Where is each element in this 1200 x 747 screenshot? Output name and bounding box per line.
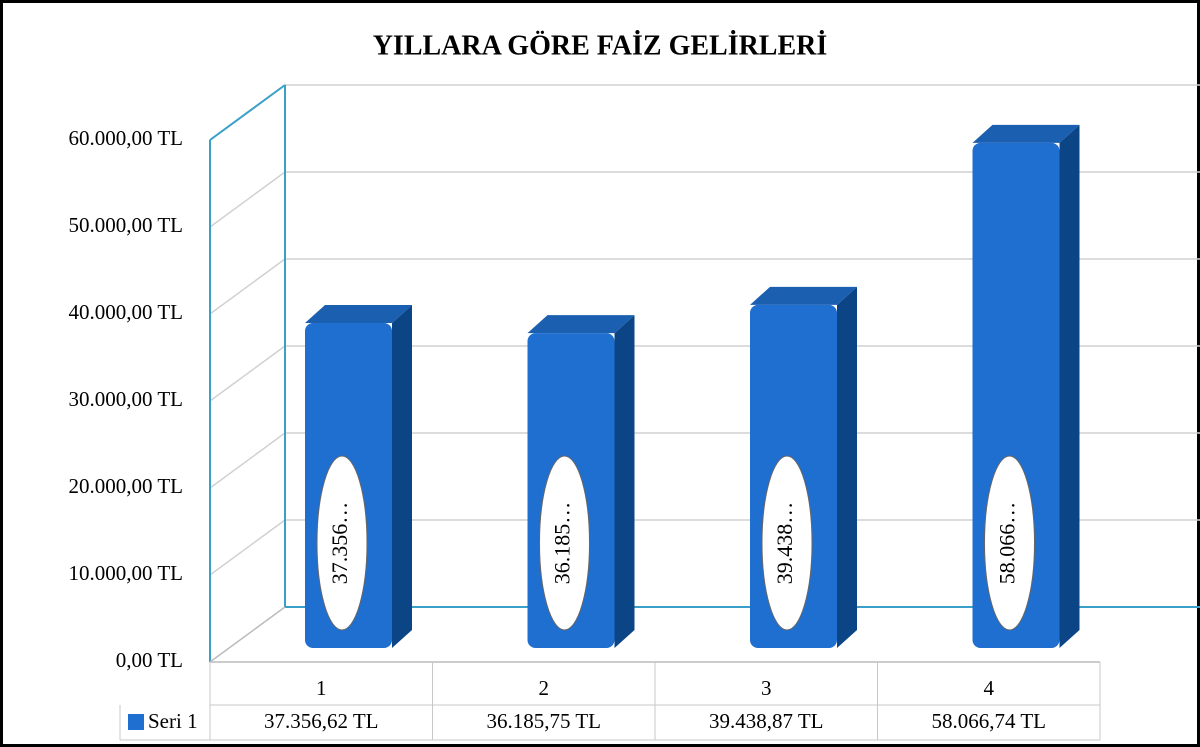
x-tick-label: 2	[539, 676, 550, 700]
bar-top	[750, 286, 857, 305]
grid-line-side	[209, 258, 286, 315]
label-bubble	[984, 455, 1035, 631]
floor-side	[209, 606, 286, 663]
value-label: 58.066…	[995, 502, 1020, 585]
y-tick-label: 20.000,00 TL	[68, 474, 183, 498]
legend-label: Seri 1	[148, 709, 198, 733]
table-value: 58.066,74 TL	[931, 709, 1046, 733]
label-bubble	[761, 455, 813, 631]
x-tick-label: 1	[316, 676, 327, 700]
value-label: 39.438…	[772, 502, 797, 585]
x-tick-label: 4	[984, 676, 995, 700]
legend-swatch	[128, 714, 144, 730]
table-value: 36.185,75 TL	[486, 709, 601, 733]
bar-top	[972, 124, 1080, 143]
chart-title: YILLARA GÖRE FAİZ GELİRLERİ	[373, 30, 828, 61]
grid-line-side	[209, 345, 286, 402]
y-tick-label: 0,00 TL	[116, 648, 183, 672]
y-tick-label: 10.000,00 TL	[68, 561, 183, 585]
grid-line-side	[209, 432, 286, 489]
grid-line-side	[209, 171, 286, 228]
x-tick-label: 3	[761, 676, 772, 700]
label-bubble	[316, 455, 368, 631]
y-tick-label: 50.000,00 TL	[68, 213, 183, 237]
y-tick-label: 60.000,00 TL	[68, 126, 183, 150]
axis-top	[209, 84, 286, 141]
value-label: 37.356…	[327, 502, 352, 585]
bar-side	[392, 304, 412, 648]
bar-side	[614, 315, 635, 648]
value-label: 36.185…	[550, 502, 575, 585]
table-value: 37.356,62 TL	[264, 709, 379, 733]
table-value: 39.438,87 TL	[709, 709, 824, 733]
label-bubble	[539, 455, 590, 631]
bar-side	[837, 286, 857, 648]
y-tick-label: 30.000,00 TL	[68, 387, 183, 411]
bar-top	[305, 304, 412, 323]
grid-line-side	[209, 519, 286, 576]
bar-top	[527, 315, 635, 334]
bar-side	[1059, 124, 1080, 649]
y-tick-label: 40.000,00 TL	[68, 300, 183, 324]
